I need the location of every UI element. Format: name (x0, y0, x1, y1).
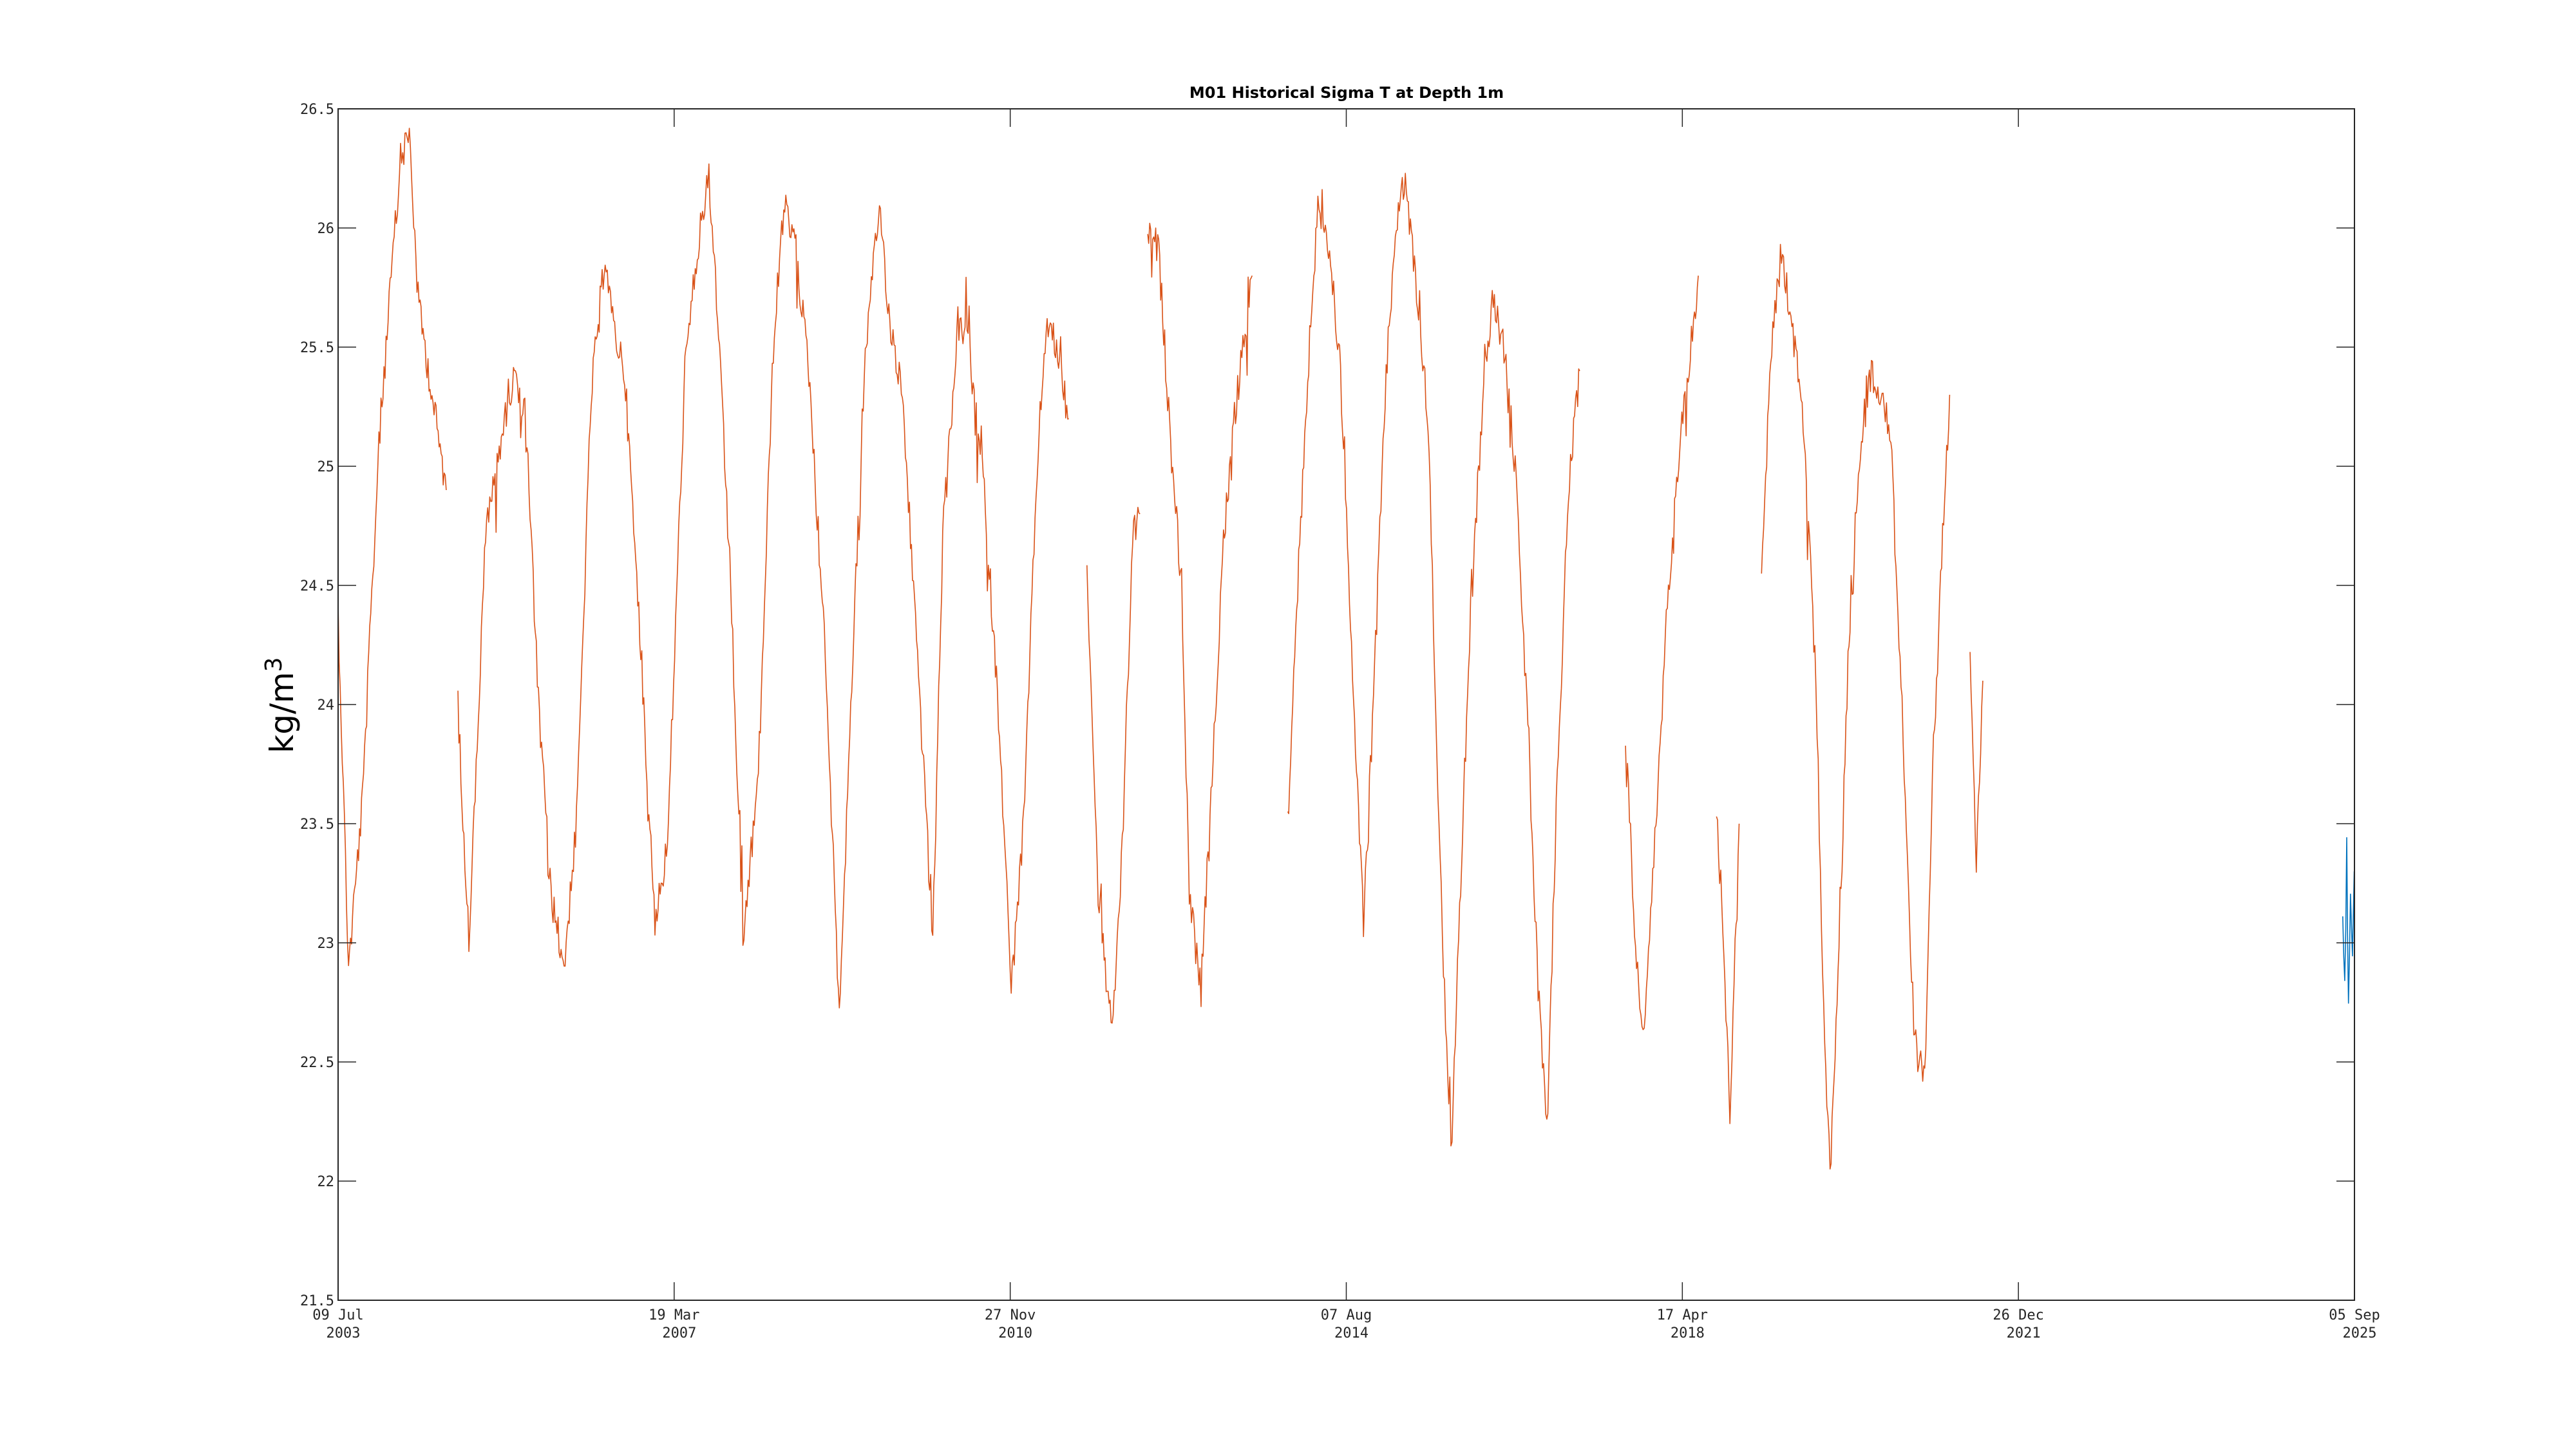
x-tick-label-year: 2007 (662, 1325, 696, 1341)
y-axis-label-unit: kg/m (263, 672, 301, 753)
y-tick-label: 25.5 (300, 340, 334, 356)
series-1-segment-8 (1761, 243, 1951, 1170)
y-tick-label: 24 (317, 697, 335, 714)
x-tick-label-day: 07 Aug (1321, 1307, 1372, 1323)
y-axis-label: kg/m3 (261, 657, 301, 753)
x-tick-label-day: 17 Apr (1657, 1307, 1708, 1323)
y-tick-label: 24.5 (300, 578, 334, 594)
x-tick-label-day: 26 Dec (1993, 1307, 2043, 1323)
series-1-segment-5 (1287, 173, 1580, 1147)
x-tick-label-day: 19 Mar (649, 1307, 699, 1323)
x-tick-label-year: 2018 (1671, 1325, 1705, 1341)
y-tick-label: 26.5 (300, 102, 334, 118)
series-2-segment-1 (2342, 837, 2355, 1004)
series-1-segment-6 (1625, 275, 1699, 1030)
series-1-segment-3 (1086, 506, 1141, 1024)
series-1-segment-7 (1716, 816, 1740, 1124)
x-tick-label-year: 2021 (2007, 1325, 2041, 1341)
x-tick-label-day: 05 Sep (2329, 1307, 2380, 1323)
y-tick-label: 21.5 (300, 1293, 334, 1309)
x-tick-label-day: 09 Jul (312, 1307, 363, 1323)
y-tick-label: 26 (317, 221, 335, 237)
y-tick-label: 23.5 (300, 817, 334, 833)
series-1-segment-4 (1147, 222, 1253, 1007)
series-layer (337, 128, 2355, 1170)
x-tick-label-year: 2025 (2343, 1325, 2377, 1341)
series-1-segment-2 (457, 163, 1069, 1009)
chart-title: M01 Historical Sigma T at Depth 1m (1189, 84, 1504, 102)
x-axis: 09 Jul 2003 19 Mar 2007 27 Nov 2010 07 Aug 2014… (312, 109, 2380, 1341)
y-tick-label: 25 (317, 459, 335, 475)
series-1-segment-1 (337, 128, 447, 967)
x-tick-label-year: 2014 (1334, 1325, 1368, 1341)
series-1-segment-9 (1969, 652, 1984, 873)
x-tick-label-day: 27 Nov (985, 1307, 1036, 1323)
y-tick-label: 22.5 (300, 1055, 334, 1071)
x-tick-label-year: 2003 (327, 1325, 361, 1341)
x-tick-label-year: 2010 (998, 1325, 1032, 1341)
y-tick-label: 23 (317, 936, 335, 952)
y-tick-label: 22 (317, 1174, 335, 1190)
y-axis: 21.5 22 22.5 23 23.5 24 24.5 25 25.5 26 26.5 (300, 102, 2354, 1309)
y-axis-label-superscript: 3 (261, 657, 287, 672)
